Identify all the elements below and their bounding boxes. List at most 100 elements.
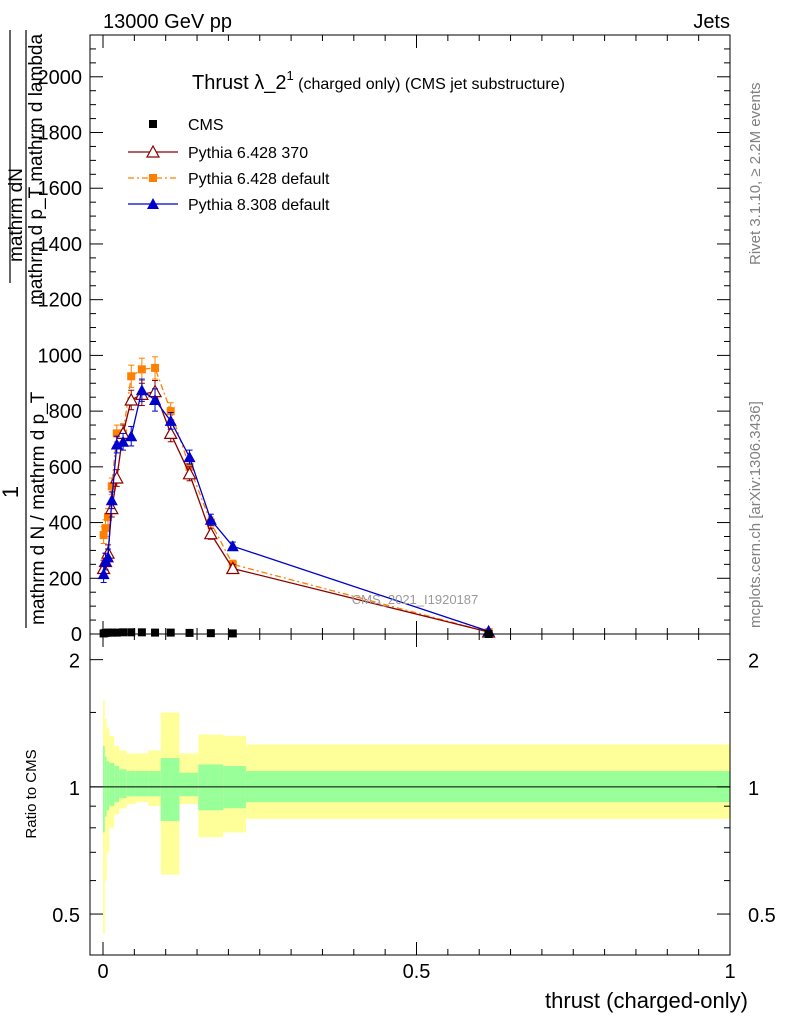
energy-label: 13000 GeV pp <box>103 11 232 33</box>
legend: CMS Pythia 6.428 370 Pythia 6.428 default P… <box>128 117 330 214</box>
ratio-ytick-label-right: 1 <box>748 778 759 800</box>
legend-label: CMS <box>188 117 224 134</box>
ratio-axis-ticks: 0.5 0.5 1 1 2 2 0 0.5 1 <box>52 634 776 983</box>
ylabel-top-1: mathrm dN <box>6 168 27 262</box>
main-title: Thrust λ_21 (charged only) (CMS jet subs… <box>192 68 565 94</box>
ratio-band-inner <box>126 771 136 797</box>
ratio-band-inner <box>148 771 161 797</box>
main-panel: 0 200 400 600 800 1000 1200 1400 1600 1800 2000 CM… <box>0 30 731 646</box>
data-point-p8_def <box>125 430 138 442</box>
data-point-p8_def <box>164 414 177 426</box>
ratio-band-inner <box>114 766 120 803</box>
ratio-ytick-label: 1 <box>69 778 80 800</box>
ratio-ytick-label-right: 0.5 <box>748 905 776 927</box>
data-point-cms <box>119 628 128 637</box>
rivet-label: Rivet 3.1.10, ≥ 2.2M events <box>747 83 764 266</box>
ratio-band-inner <box>198 764 224 811</box>
data-point-p6_def <box>137 365 146 374</box>
data-point-cms <box>127 628 136 637</box>
data-point-p6_370 <box>182 466 197 480</box>
legend-marker <box>149 120 157 128</box>
ratio-frame <box>89 633 731 956</box>
main-ytick-label: 200 <box>49 568 82 590</box>
ratio-band-inner <box>109 762 115 807</box>
ratio-panel: 0.5 0.5 1 1 2 2 0 0.5 1 Ratio to CMS thrust (cha… <box>23 633 776 1013</box>
xtick-label: 1 <box>724 961 735 983</box>
data-point-p6_def <box>151 363 160 372</box>
ratio-ytick-label: 0.5 <box>52 905 80 927</box>
legend-label: Pythia 6.428 default <box>188 171 330 188</box>
ratio-band-inner <box>179 772 199 797</box>
watermark: CMS_2021_I1920187 <box>352 592 479 607</box>
legend-marker <box>145 144 161 158</box>
main-ytick-label: 800 <box>49 401 82 423</box>
legend-item-p6_370: Pythia 6.428 370 <box>128 144 308 162</box>
series-line-p8_def <box>102 389 489 632</box>
data-point-p8_def <box>97 568 110 580</box>
ratio-band-inner <box>135 771 149 797</box>
title-main: Thrust λ_2 <box>192 72 286 94</box>
main-ytick-label: 0 <box>71 624 82 646</box>
x-axis-label: thrust (charged-only) <box>545 988 748 1013</box>
data-point-p6_def <box>104 512 113 521</box>
data-point-cms <box>166 628 175 637</box>
data-point-p8_def <box>110 438 123 450</box>
data-point-p8_def <box>149 393 162 405</box>
legend-marker <box>147 198 159 209</box>
legend-label: Pythia 6.428 370 <box>188 145 308 162</box>
ratio-ylabel: Ratio to CMS <box>23 749 40 838</box>
main-axis-ticks: 0 200 400 600 800 1000 1200 1400 1600 1800 2000 <box>38 34 731 646</box>
data-point-p6_370 <box>124 392 139 406</box>
data-point-p8_def <box>204 513 217 525</box>
xtick-label: 0 <box>97 961 108 983</box>
title-sup: 1 <box>286 68 293 83</box>
legend-item-cms: CMS <box>149 117 224 134</box>
legend-item-p8_def: Pythia 8.308 default <box>128 197 330 214</box>
ratio-bands <box>103 700 730 934</box>
ylabel-numerator: 1 <box>0 486 23 498</box>
data-point-p8_def <box>117 435 130 447</box>
data-point-p6_370 <box>203 526 218 540</box>
ylabel-top-2: mathrm d p_T mathrm d lambda <box>26 34 47 305</box>
data-point-p6_def <box>101 524 110 533</box>
main-ylabel: mathrm dN mathrm d p_T mathrm d lambda 1… <box>0 30 49 628</box>
ratio-ytick-label-right: 2 <box>748 651 759 673</box>
data-point-p6_def <box>107 482 116 491</box>
main-ytick-label: 1200 <box>38 290 83 312</box>
data-point-cms <box>112 628 121 637</box>
data-point-cms <box>151 628 160 637</box>
ratio-band-inner <box>119 769 127 799</box>
data-point-p6_def <box>127 372 136 381</box>
legend-label: Pythia 8.308 default <box>188 197 330 214</box>
data-point-p6_370 <box>163 426 178 440</box>
ratio-band-inner <box>106 761 110 811</box>
main-ytick-label: 1000 <box>38 345 83 367</box>
data-point-p8_def <box>183 451 196 463</box>
legend-item-p6_def: Pythia 6.428 default <box>128 171 330 188</box>
title-rest: (charged only) (CMS jet substructure) <box>294 76 565 93</box>
main-ytick-label: 1800 <box>38 123 83 145</box>
main-ytick-label: 600 <box>49 457 82 479</box>
data-point-cms <box>137 628 146 637</box>
ylabel-bottom: mathrm d N / mathrm d p_T <box>28 391 49 625</box>
main-ytick-label: 2000 <box>38 67 83 89</box>
data-point-p6_def <box>99 531 108 540</box>
main-frame <box>89 34 731 635</box>
series-cms <box>99 628 493 638</box>
data-point-p6_370 <box>225 561 240 575</box>
data-point-cms <box>185 628 194 637</box>
ratio-ytick-label: 2 <box>69 651 80 673</box>
data-point-p8_def <box>102 551 115 563</box>
data-point-p8_def <box>135 384 148 396</box>
data-point-p8_def <box>226 540 239 552</box>
data-point-cms <box>206 629 215 638</box>
legend-marker <box>149 174 157 182</box>
data-point-p6_def <box>112 429 121 438</box>
data-point-cms <box>228 629 237 638</box>
main-ytick-label: 400 <box>49 513 82 535</box>
ratio-band-inner <box>103 745 105 833</box>
ratio-band-inner <box>160 758 180 822</box>
main-ytick-label: 1400 <box>38 234 83 256</box>
data-point-cms <box>107 628 116 637</box>
